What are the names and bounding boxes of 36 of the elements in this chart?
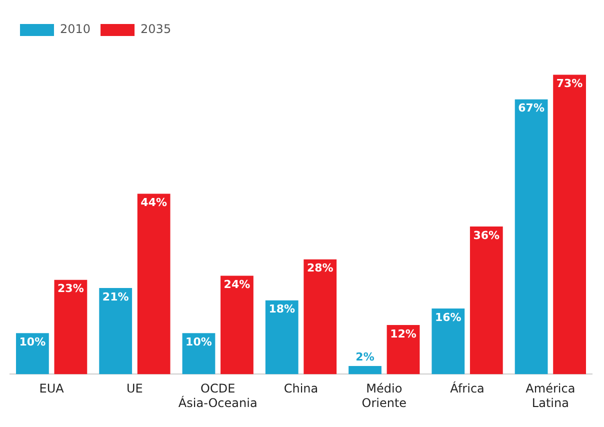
data-label: 23% (58, 282, 84, 296)
legend-label: 2010 (60, 22, 91, 36)
data-label: 10% (19, 336, 46, 349)
data-label: 18% (268, 302, 296, 316)
data-label: 36% (473, 228, 500, 242)
bar (553, 74, 586, 374)
data-label: 2% (356, 350, 374, 364)
bar (99, 288, 132, 374)
data-label: 24% (224, 278, 250, 292)
bar (220, 276, 254, 374)
data-label: 73% (556, 77, 583, 90)
x-tick-label: UE (126, 382, 143, 396)
bar (16, 333, 49, 374)
data-label: 12% (390, 327, 416, 340)
x-tick-label: África (450, 380, 484, 396)
x-tick-label: OCDE Ásia-Oceania (178, 382, 258, 410)
data-label: 67% (518, 102, 544, 115)
bar (265, 300, 298, 374)
bar (348, 366, 382, 374)
bar (304, 259, 337, 374)
data-label: 28% (306, 262, 334, 275)
bar (514, 99, 548, 374)
bar (432, 308, 465, 374)
x-tick-label: EUA (39, 382, 65, 396)
data-label: 16% (434, 310, 462, 324)
x-tick-label: China (284, 382, 318, 396)
bar (137, 194, 170, 374)
bar (386, 324, 420, 374)
x-tick-label: América Latina (526, 382, 576, 410)
bar (470, 226, 503, 374)
x-tick-label: Médio Oriente (362, 382, 407, 410)
data-label: 10% (186, 336, 212, 349)
data-label: 44% (140, 196, 168, 210)
data-label: 21% (102, 290, 129, 304)
legend-label: 2035 (140, 22, 172, 36)
bar (54, 280, 88, 374)
